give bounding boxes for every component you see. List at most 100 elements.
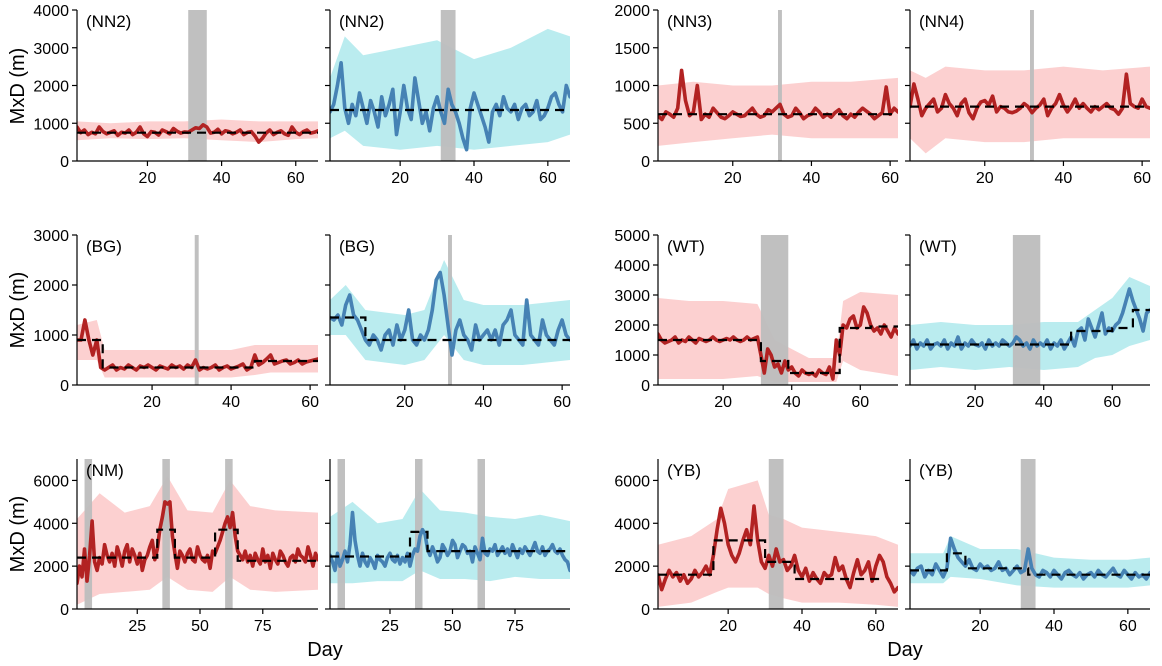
y-axis-title-row1: MxD (m) xyxy=(7,48,29,125)
y-tick-label: 1000 xyxy=(33,116,69,133)
event-window xyxy=(477,459,485,609)
panel-9: 0 2000 4000 6000 25 50 75 (NM) xyxy=(33,459,318,635)
event-window xyxy=(1020,459,1036,609)
mean-line xyxy=(658,325,898,375)
y-tick-label: 0 xyxy=(60,154,69,171)
y-tick-label: 1000 xyxy=(614,348,650,365)
y-tick-label: 4000 xyxy=(33,516,69,533)
x-axis-title-left: Day xyxy=(307,639,343,661)
panel-label: (NM) xyxy=(86,461,124,480)
event-window xyxy=(162,459,170,609)
y-tick-label: 6000 xyxy=(33,473,69,490)
panel-1: 0 1000 2000 3000 4000 20 40 60 (NN2) xyxy=(33,3,318,187)
plot-area xyxy=(658,459,898,609)
panel-4: 20 40 60 (NN4) xyxy=(905,9,1151,187)
y-tick-label: 5000 xyxy=(614,228,650,245)
panel-label: (YB) xyxy=(667,461,701,480)
y-tick-label: 4000 xyxy=(614,516,650,533)
y-tick-label: 2000 xyxy=(614,318,650,335)
panel-2: 20 40 60 (NN2) xyxy=(325,9,570,187)
panel-11: 0 2000 4000 6000 20 40 60 (YB) xyxy=(614,459,898,635)
panel-label: (BG) xyxy=(339,237,375,256)
x-tick-label: 60 xyxy=(539,170,557,187)
y-tick-label: 2000 xyxy=(33,79,69,96)
y-tick-label: 6000 xyxy=(614,473,650,490)
x-tick-label: 40 xyxy=(783,394,801,411)
y-axis-title-row3: MxD (m) xyxy=(7,496,29,573)
x-tick-label: 50 xyxy=(191,618,209,635)
mean-line xyxy=(330,316,570,342)
panel-12: 20 40 60 (YB) xyxy=(905,459,1150,635)
x-tick-label: 60 xyxy=(1133,170,1151,187)
y-tick-label: 0 xyxy=(641,154,650,171)
y-tick-label: 2000 xyxy=(33,559,69,576)
plot-area xyxy=(658,10,898,161)
panel-label: (WT) xyxy=(667,237,705,256)
series-line xyxy=(77,318,318,372)
panel-label: (NN2) xyxy=(339,12,384,31)
series-line xyxy=(910,287,1150,351)
y-tick-label: 1500 xyxy=(614,41,650,58)
series-line xyxy=(658,504,898,594)
event-window xyxy=(84,459,93,609)
y-tick-label: 4000 xyxy=(614,258,650,275)
x-tick-label: 25 xyxy=(381,618,399,635)
x-tick-label: 40 xyxy=(465,170,483,187)
x-tick-label: 20 xyxy=(724,170,742,187)
uncertainty-band xyxy=(658,292,898,382)
event-window xyxy=(448,235,452,385)
y-tick-label: 0 xyxy=(60,378,69,395)
x-tick-label: 60 xyxy=(287,170,305,187)
mean-line xyxy=(77,528,318,562)
x-tick-label: 20 xyxy=(714,394,732,411)
x-axis-title-right: Day xyxy=(887,639,923,661)
event-window xyxy=(768,459,784,609)
y-tick-label: 1000 xyxy=(614,79,650,96)
panel-3: 0 500 1000 1500 2000 20 40 60 (NN3) xyxy=(614,3,899,187)
x-tick-label: 60 xyxy=(881,170,899,187)
panel-5: 0 1000 2000 3000 20 40 60 (BG) xyxy=(33,228,319,411)
x-tick-label: 50 xyxy=(444,618,462,635)
x-tick-label: 40 xyxy=(793,618,811,635)
x-tick-label: 60 xyxy=(301,394,319,411)
series-line xyxy=(77,500,318,586)
y-tick-label: 3000 xyxy=(614,288,650,305)
mean-line xyxy=(330,530,570,558)
y-tick-label: 4000 xyxy=(33,3,69,20)
plot-area xyxy=(330,10,570,161)
plot-area xyxy=(910,459,1150,609)
x-tick-label: 20 xyxy=(139,170,157,187)
event-window xyxy=(1030,10,1034,161)
y-axis-title-row2: MxD (m) xyxy=(7,272,29,349)
series-line xyxy=(658,68,898,122)
x-tick-label: 75 xyxy=(506,618,524,635)
panel-8: 20 40 60 (WT) xyxy=(905,234,1150,411)
x-tick-label: 20 xyxy=(143,394,161,411)
panel-label: (WT) xyxy=(919,237,957,256)
series-line xyxy=(330,61,570,152)
x-tick-label: 60 xyxy=(553,394,571,411)
event-window xyxy=(194,235,199,385)
event-window xyxy=(1012,235,1041,385)
series-line xyxy=(330,510,570,573)
mean-line xyxy=(910,552,1150,576)
x-tick-label: 40 xyxy=(803,170,821,187)
y-tick-label: 2000 xyxy=(614,559,650,576)
x-tick-label: 60 xyxy=(1103,394,1121,411)
plot-area xyxy=(658,235,898,385)
uncertainty-band xyxy=(330,489,570,584)
event-window xyxy=(415,459,423,609)
y-tick-label: 0 xyxy=(641,378,650,395)
x-tick-label: 20 xyxy=(966,394,984,411)
plot-area xyxy=(910,235,1150,385)
panel-label: (BG) xyxy=(86,237,122,256)
x-tick-label: 20 xyxy=(396,394,414,411)
x-tick-label: 60 xyxy=(851,394,869,411)
plot-area xyxy=(330,459,570,609)
event-window xyxy=(225,459,233,609)
mean-line xyxy=(77,338,318,369)
x-tick-label: 40 xyxy=(1045,618,1063,635)
x-tick-label: 20 xyxy=(391,170,409,187)
event-window xyxy=(440,10,456,161)
